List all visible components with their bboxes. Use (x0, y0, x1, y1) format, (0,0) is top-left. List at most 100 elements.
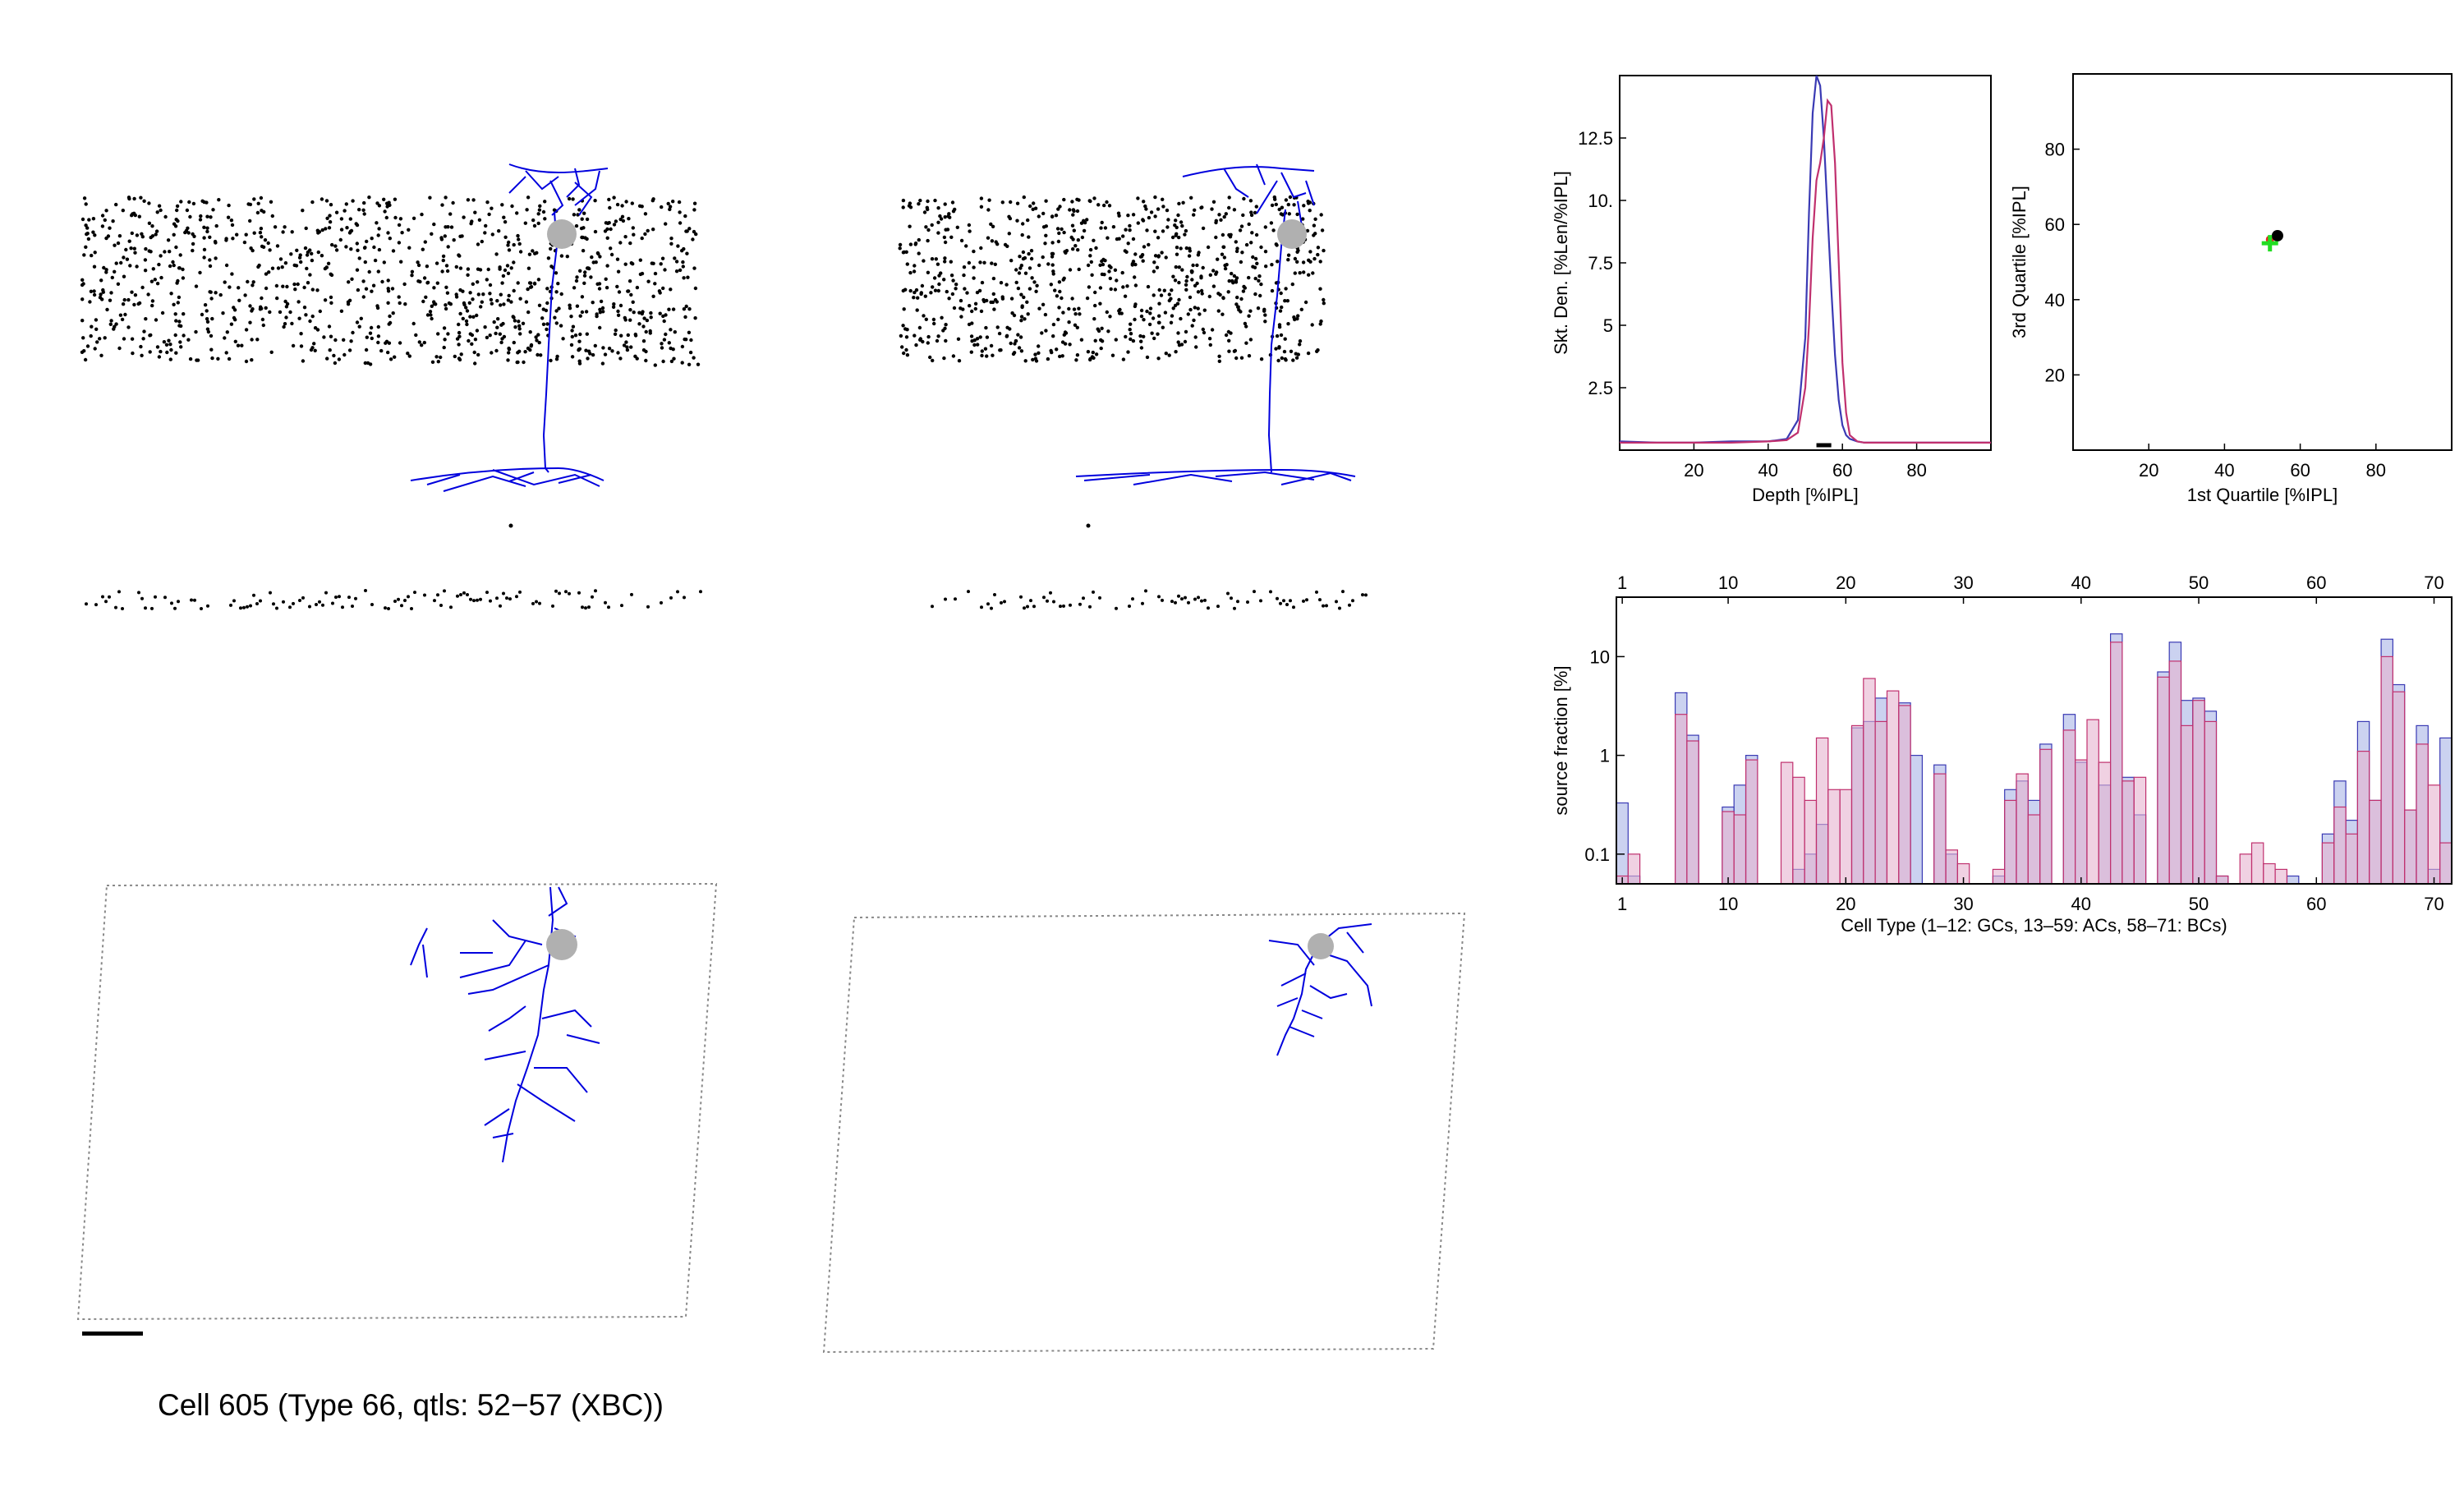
hist-bar (2427, 784, 2441, 885)
hist-bar (1733, 814, 1747, 885)
x-axis-label: Depth [%IPL] (1752, 485, 1859, 505)
y-axis-label: Skt. Den. [%Len/%IPL] (1551, 171, 1571, 355)
hist-bar (1863, 678, 1876, 885)
plot-frame (2072, 73, 2453, 451)
retina-outline-left (76, 882, 718, 1321)
soma-marker-top-right (1308, 933, 1334, 959)
hist-bar (1792, 776, 1805, 885)
x-tick-label: 60 (2306, 894, 2326, 914)
hist-bar (2016, 773, 2029, 885)
quartile-point-2 (2271, 229, 2283, 241)
hist-bar (1616, 802, 1629, 885)
centroid-cross (2261, 235, 2278, 252)
hist-bar (2204, 720, 2218, 885)
soma-marker-left (547, 219, 577, 249)
hist-bar (2075, 759, 2088, 885)
dot-strip-left (85, 589, 702, 610)
y-tick-label: 60 (2045, 214, 2065, 235)
y-tick-label: 1 (1600, 746, 1610, 766)
source-fraction-histogram: 1 1 10 10 20 20 30 30 40 40 50 50 60 60 70 70 0.1 1 10 Cell… (1551, 573, 2453, 936)
hist-bar (1850, 724, 1864, 885)
neuron-side-view-right (1075, 163, 1356, 485)
hist-bar (2098, 761, 2112, 885)
hist-bar (2086, 719, 2099, 885)
soma-marker-top-left (546, 929, 577, 960)
ipl-dot-cloud-left (80, 195, 701, 367)
hist-bar (1898, 705, 1911, 885)
x-tick-label: 40 (2214, 460, 2234, 481)
density-profile-chart: 20 40 60 80 2.5 5 7.5 10. 12.5 Depth [%IPL] Skt. D… (1551, 75, 1992, 505)
hist-bar (1992, 868, 2006, 885)
hist-bar (2416, 743, 2429, 885)
hist-bar (1686, 740, 1699, 885)
hist-bar (2110, 642, 2123, 885)
y-tick-label: 80 (2045, 140, 2065, 160)
hist-bar (1745, 759, 1758, 885)
dot-strip-right (931, 589, 1368, 610)
hist-bar (1827, 789, 1841, 885)
x-tick-label: 60 (1832, 460, 1852, 481)
x-tick-label: 10 (1718, 894, 1738, 914)
hist-bar (2439, 842, 2453, 885)
x-axis-label: Cell Type (1–12: GCs, 13–59: ACs, 58–71:… (1841, 915, 2227, 936)
x-tick-label-top: 70 (2424, 573, 2443, 593)
hist-bar (1910, 754, 1924, 885)
hist-bar (1933, 773, 1947, 885)
cell-caption: Cell 605 (Type 66, qtls: 52−57 (XBC)) (158, 1388, 664, 1422)
x-tick-label-top: 50 (2189, 573, 2209, 593)
hist-bar (2180, 724, 2194, 885)
hist-bar (2369, 799, 2382, 885)
hist-bar (1839, 789, 1853, 885)
y-tick-label: 40 (2045, 290, 2065, 310)
outlier-dot-right (1086, 523, 1091, 528)
x-axis-label: 1st Quartile [%IPL] (2187, 485, 2338, 505)
hist-bar (2274, 868, 2288, 885)
neuron-side-view-left (410, 163, 609, 492)
hist-bar (2122, 780, 2135, 885)
y-tick-label: 5 (1603, 315, 1613, 336)
hist-bar (1780, 761, 1794, 885)
x-tick-label: 40 (2071, 894, 2091, 914)
hist-bar (2404, 809, 2417, 885)
hist-bar (2333, 806, 2347, 885)
x-tick-label: 80 (2366, 460, 2386, 481)
x-tick-label: 50 (2189, 894, 2209, 914)
hist-bar (2286, 875, 2300, 885)
y-tick-label: 0.1 (1584, 844, 1610, 865)
x-tick-label: 60 (2290, 460, 2310, 481)
y-tick-label: 10. (1588, 191, 1613, 211)
x-tick-label: 80 (1906, 460, 1926, 481)
hist-bar (2239, 853, 2253, 885)
y-tick-label: 10 (1590, 646, 1610, 667)
x-tick-label-top: 1 (1617, 573, 1627, 593)
hist-bar (2392, 691, 2406, 885)
y-tick-label: 20 (2045, 365, 2065, 385)
hist-bar (2215, 875, 2229, 885)
y-axis-label: 3rd Quartile [%IPL] (2009, 186, 2030, 338)
x-tick-label: 20 (2139, 460, 2158, 481)
hist-bar (1627, 853, 1641, 885)
hist-bar (2192, 700, 2205, 885)
hist-bar (1945, 849, 1959, 885)
y-tick-label: 2.5 (1588, 378, 1613, 398)
hist-bar (2250, 842, 2264, 885)
quartile-scatter-chart: 20 40 60 80 20 40 60 80 1st Quartile [%IPL] 3rd Q… (2009, 73, 2453, 505)
x-tick-label-top: 30 (1953, 573, 1973, 593)
x-tick-label-top: 10 (1718, 573, 1738, 593)
hist-bar (1804, 799, 1818, 885)
hist-bar (2321, 842, 2335, 885)
neuron-top-view-left (410, 886, 600, 1163)
hist-bar (1815, 737, 1829, 885)
x-tick-label-top: 40 (2071, 573, 2091, 593)
x-tick-label: 70 (2424, 894, 2443, 914)
scale-bar (82, 1332, 143, 1336)
hist-bar (2027, 814, 2041, 885)
hist-bar (2157, 676, 2170, 885)
hist-bar (2380, 655, 2394, 885)
hist-bar (1722, 811, 1735, 885)
hist-bar (2356, 750, 2370, 885)
x-tick-label: 20 (1836, 894, 1855, 914)
x-tick-label: 20 (1684, 460, 1703, 481)
plot-frame (1616, 596, 2453, 885)
